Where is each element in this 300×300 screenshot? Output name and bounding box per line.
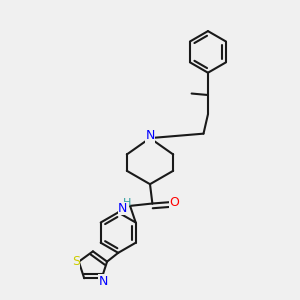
Text: N: N <box>98 275 108 288</box>
Text: H: H <box>123 198 131 208</box>
Text: O: O <box>169 196 179 208</box>
Text: N: N <box>118 202 127 215</box>
Text: N: N <box>145 129 155 142</box>
Text: S: S <box>72 255 80 268</box>
